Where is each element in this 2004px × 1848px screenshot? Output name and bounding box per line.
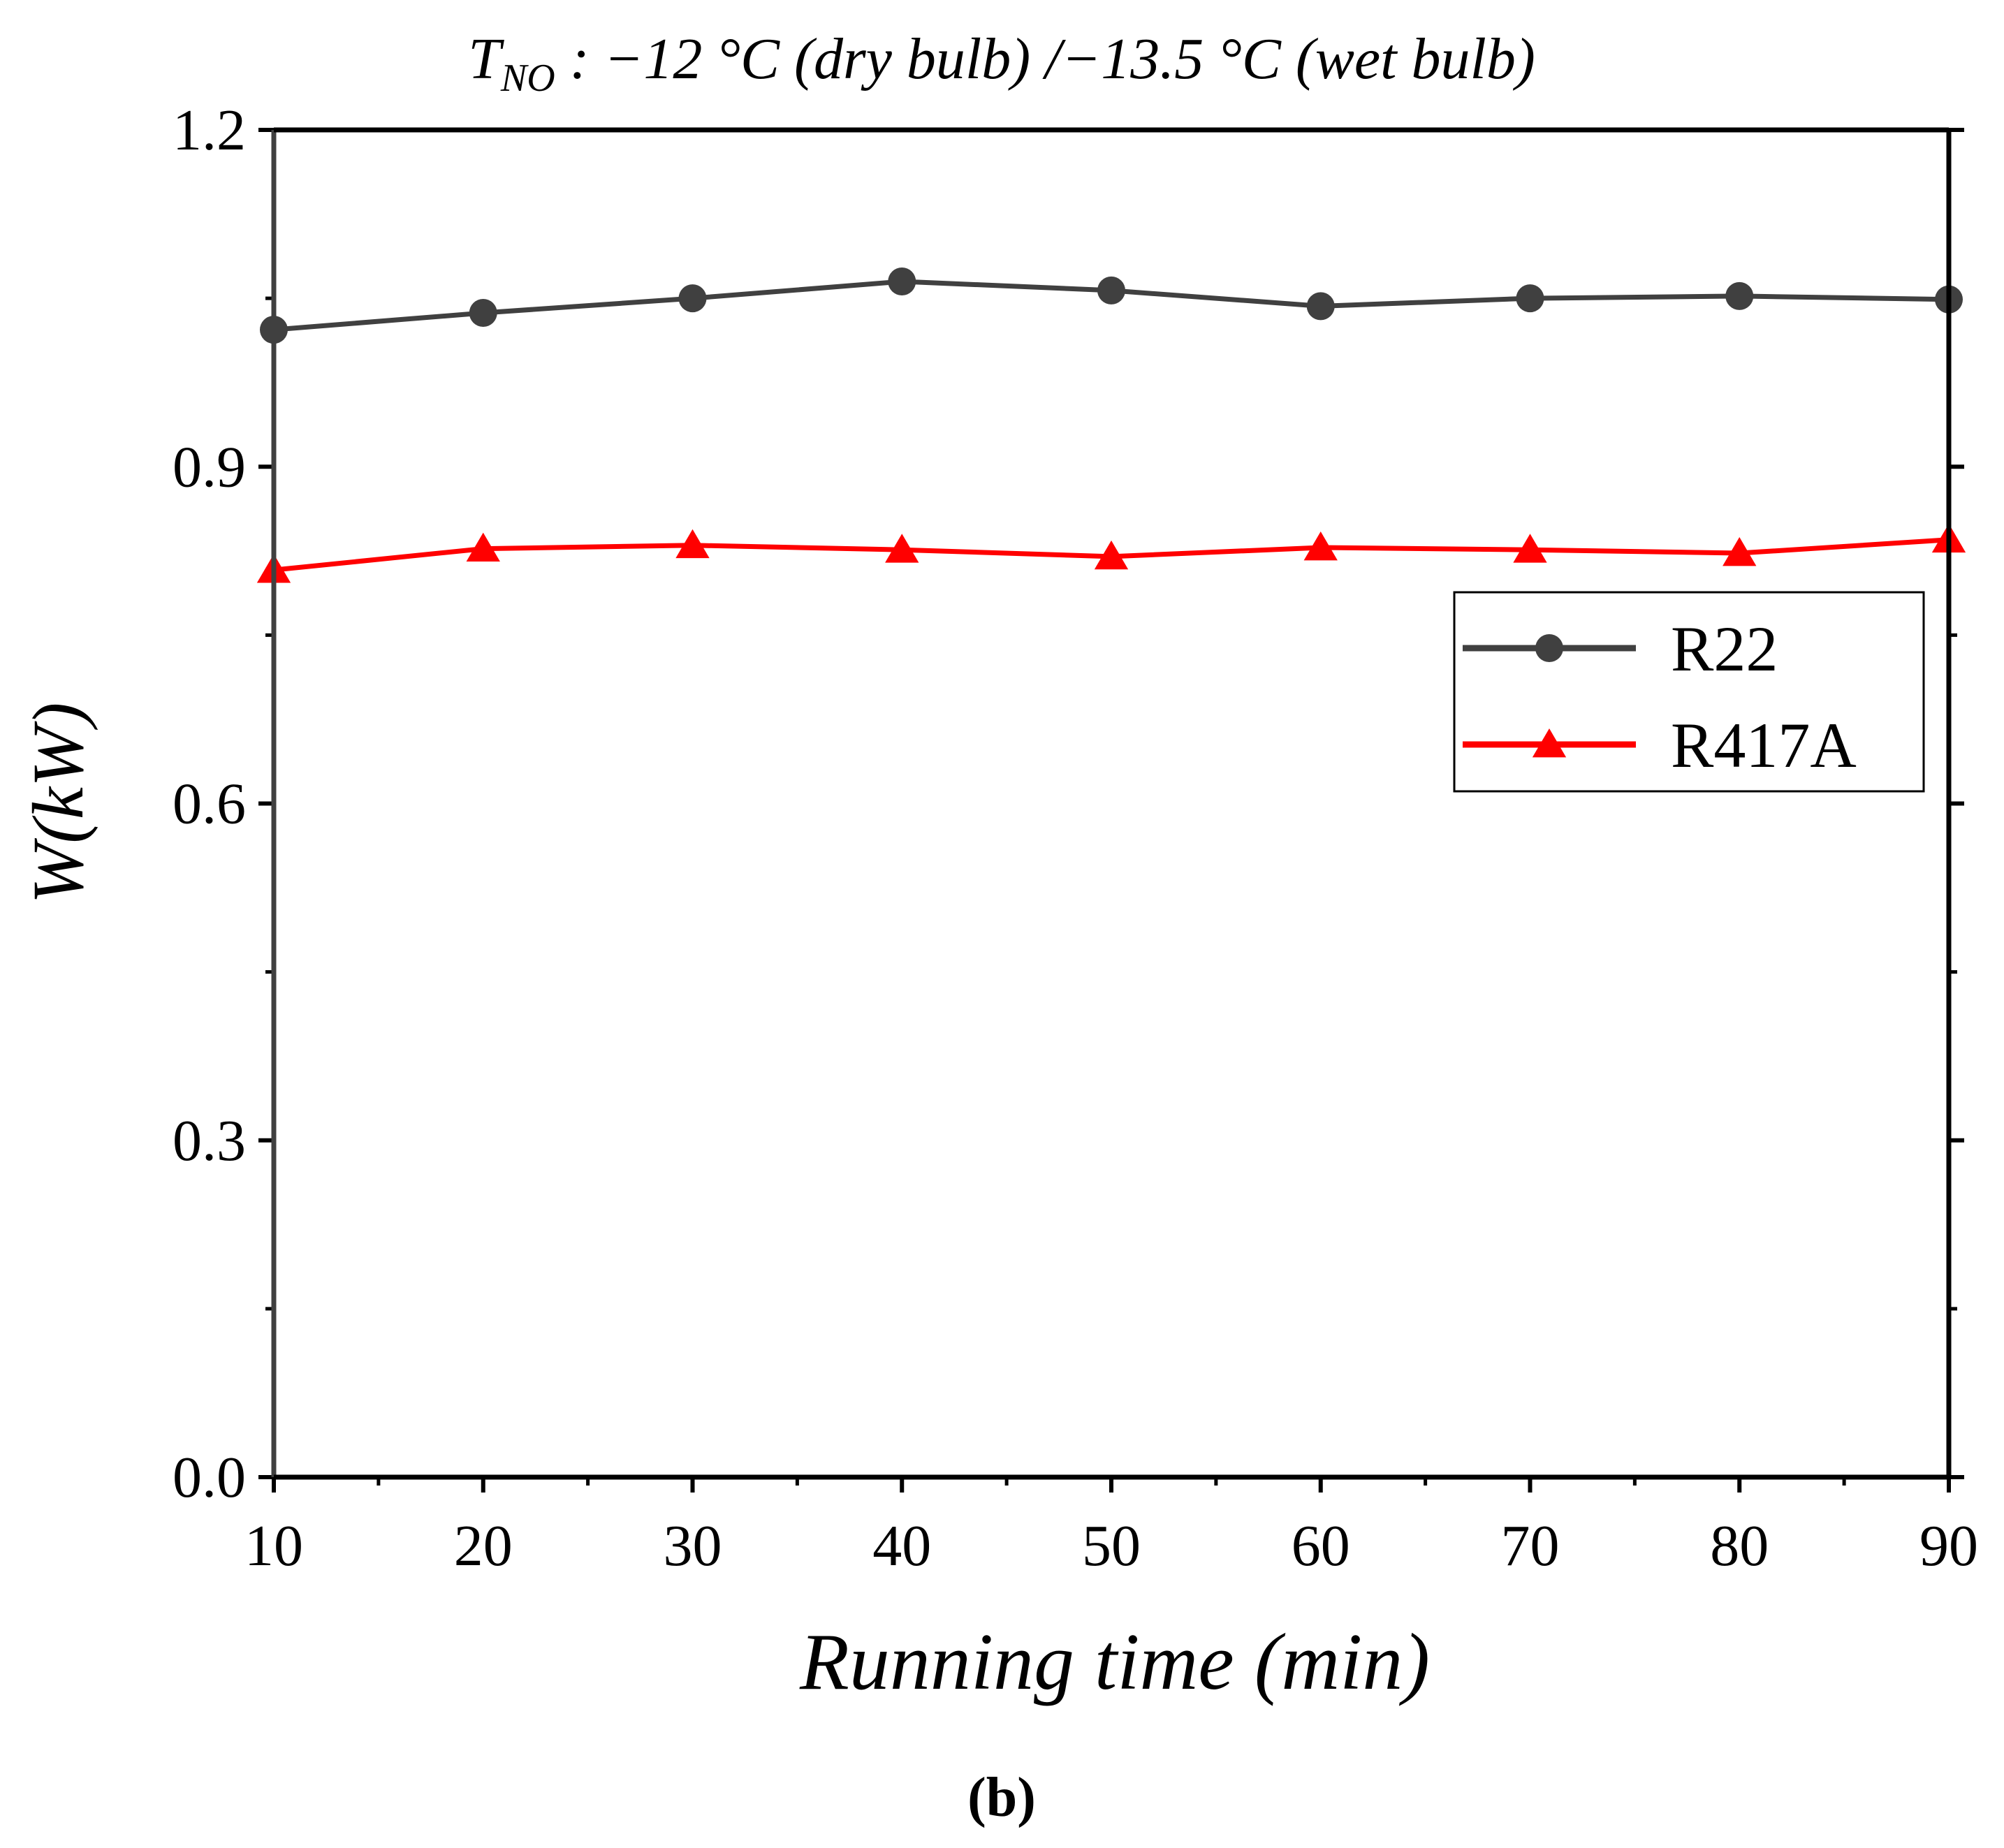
y-tick-group: 0.0 0.3 0.6 0.9 1.2 bbox=[173, 98, 1964, 1510]
chart-title-rest: : −12 °C (dry bulb) /−13.5 °C (wet bulb) bbox=[555, 27, 1535, 91]
data-point-r22 bbox=[1097, 276, 1125, 305]
y-tick-label: 0.0 bbox=[173, 1445, 246, 1510]
data-point-r417a bbox=[885, 534, 919, 563]
x-tick-label: 90 bbox=[1919, 1513, 1978, 1578]
data-point-r22 bbox=[888, 267, 916, 296]
chart-title-main: T bbox=[468, 27, 504, 91]
legend-label-r417a: R417A bbox=[1671, 710, 1857, 781]
y-tick-label: 0.6 bbox=[173, 772, 246, 837]
legend-box bbox=[1453, 591, 1925, 793]
data-point-r22 bbox=[1725, 281, 1754, 310]
legend-marker-r417a bbox=[1532, 728, 1567, 758]
x-tick-label: 40 bbox=[872, 1513, 931, 1578]
data-point-r417a bbox=[1303, 531, 1338, 561]
data-point-r417a bbox=[466, 532, 500, 562]
data-point-r417a bbox=[1513, 534, 1547, 563]
data-point-r417a bbox=[1094, 540, 1129, 570]
x-axis-label: Running time (min) bbox=[799, 1618, 1430, 1707]
x-tick-label: 30 bbox=[664, 1513, 722, 1578]
legend-label-r22: R22 bbox=[1671, 613, 1778, 684]
y-tick-label: 0.9 bbox=[173, 434, 246, 499]
x-tick-label: 20 bbox=[454, 1513, 513, 1578]
series-group bbox=[256, 267, 1966, 583]
data-point-r417a bbox=[1723, 537, 1757, 566]
x-tick-label: 10 bbox=[244, 1513, 303, 1578]
legend: R22 R417A bbox=[1453, 591, 1925, 793]
x-tick-group: 10 20 30 40 50 60 70 80 90 bbox=[244, 1477, 1978, 1578]
data-point-r22 bbox=[469, 299, 497, 328]
x-tick-label: 80 bbox=[1710, 1513, 1769, 1578]
figure-caption: (b) bbox=[967, 1767, 1036, 1828]
x-tick-label: 60 bbox=[1292, 1513, 1350, 1578]
legend-marker-r22 bbox=[1535, 634, 1563, 662]
x-tick-label: 70 bbox=[1501, 1513, 1560, 1578]
chart-title-sub: NO bbox=[500, 57, 555, 100]
y-tick-label: 0.3 bbox=[173, 1108, 246, 1173]
x-tick-label: 50 bbox=[1082, 1513, 1141, 1578]
data-point-r22 bbox=[678, 284, 707, 313]
y-axis-label: W(kW) bbox=[18, 703, 98, 904]
data-point-r22 bbox=[1306, 292, 1335, 321]
data-point-r22 bbox=[1516, 284, 1544, 313]
data-point-r417a bbox=[675, 529, 710, 559]
y-tick-label: 1.2 bbox=[173, 98, 246, 163]
chart-title: TNO : −12 °C (dry bulb) /−13.5 °C (wet b… bbox=[468, 27, 1535, 100]
